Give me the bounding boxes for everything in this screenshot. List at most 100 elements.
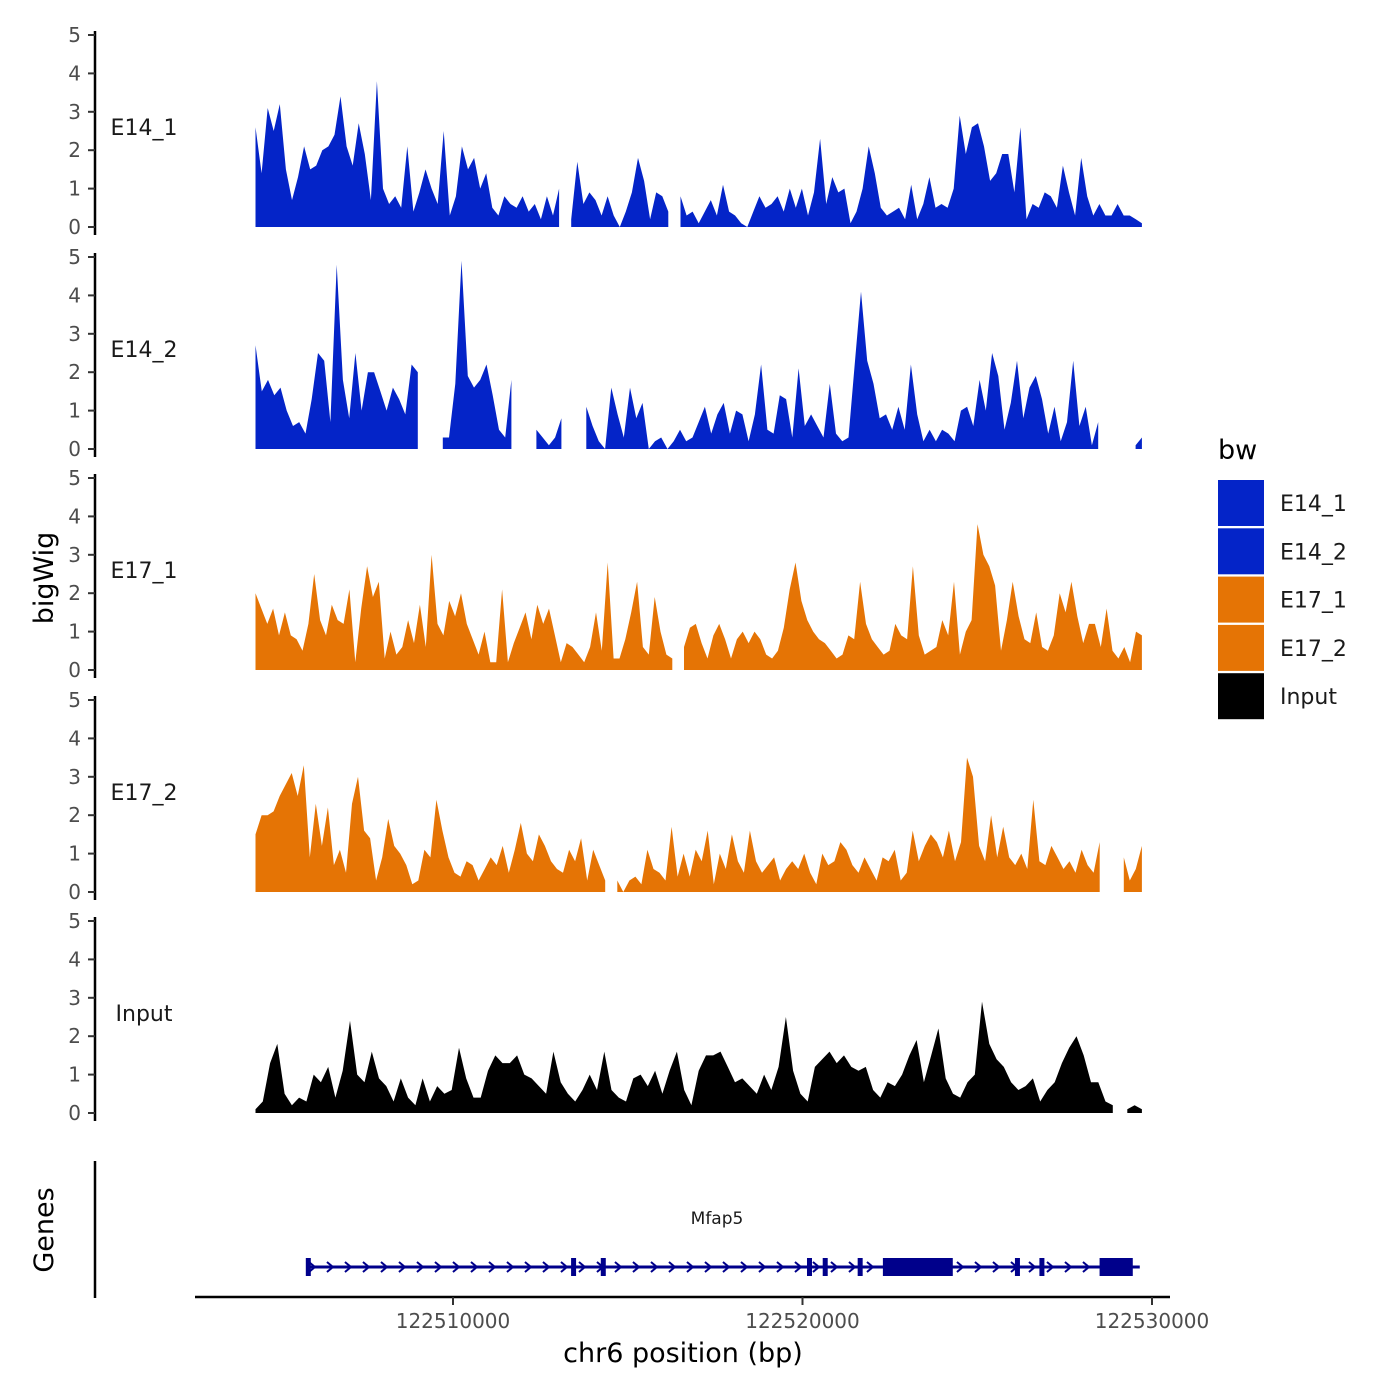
- legend-swatch: [1218, 624, 1264, 671]
- legend-label: E14_2: [1280, 540, 1347, 565]
- gene-panel: [93, 1161, 1140, 1298]
- legend-item-e14_2: E14_2: [1218, 528, 1347, 575]
- legend-label: Input: [1280, 685, 1337, 710]
- coding-exon: [882, 1258, 953, 1276]
- track-label: E17_2: [111, 781, 178, 806]
- exon-mark: [600, 1258, 606, 1276]
- strand-arrow: [776, 1261, 785, 1273]
- track-Input: 0 1 2 3 4 5 Input: [68, 909, 1142, 1125]
- y-tick-label: 0: [68, 1101, 81, 1125]
- track-E17_2: 0 1 2 3 4 5 E17_2: [68, 688, 1142, 904]
- coverage-area: [255, 554, 673, 670]
- strand-arrow: [560, 1261, 569, 1273]
- strand-arrow: [758, 1261, 767, 1273]
- y-tick-label: 0: [68, 215, 81, 239]
- legend: E14_1 E14_2 E17_1 E17_2 Input: [1218, 480, 1347, 720]
- strand-arrow: [380, 1261, 389, 1273]
- y-tick-label: 2: [68, 803, 81, 827]
- track-label: E14_2: [111, 338, 178, 363]
- y-tick-label: 2: [68, 138, 81, 162]
- coverage-area: [255, 264, 418, 449]
- y-tick-label: 3: [68, 543, 81, 567]
- strand-arrow: [614, 1261, 623, 1273]
- coverage-area: [442, 260, 512, 449]
- strand-arrow: [578, 1261, 587, 1273]
- exon-mark: [1039, 1258, 1045, 1276]
- strand-arrow: [740, 1261, 749, 1273]
- strand-arrow: [470, 1261, 479, 1273]
- strand-arrow: [308, 1261, 317, 1273]
- y-tick-label: 5: [68, 245, 81, 269]
- y-tick-label: 5: [68, 23, 81, 47]
- legend-item-e17_1: E17_1: [1218, 576, 1347, 623]
- legend-label: E17_1: [1280, 589, 1347, 614]
- strand-arrow: [524, 1261, 533, 1273]
- track-E14_2: 0 1 2 3 4 5 E14_2: [68, 245, 1142, 461]
- legend-item-input: Input: [1218, 673, 1337, 720]
- strand-arrow: [830, 1261, 839, 1273]
- strand-arrow: [992, 1261, 1001, 1273]
- x-tick-label: 122510000: [396, 1309, 511, 1333]
- legend-label: E17_2: [1280, 637, 1347, 662]
- strand-arrow: [812, 1261, 821, 1273]
- strand-arrow: [1064, 1261, 1073, 1273]
- strand-arrow: [974, 1261, 983, 1273]
- y-tick-label: 0: [68, 658, 81, 682]
- coverage-area: [536, 418, 562, 449]
- y-tick-label: 5: [68, 909, 81, 933]
- strand-arrow: [1082, 1261, 1091, 1273]
- track-label: E17_1: [111, 559, 178, 584]
- coverage-area: [586, 291, 1099, 449]
- track-label: Input: [116, 1002, 173, 1027]
- legend-item-e14_1: E14_1: [1218, 480, 1347, 526]
- legend-swatch: [1218, 528, 1264, 575]
- x-tick-label: 122530000: [1095, 1309, 1210, 1333]
- legend-label: E14_1: [1280, 492, 1347, 517]
- x-axis: 122510000 122520000 122530000: [195, 1295, 1210, 1333]
- strand-arrow: [686, 1261, 695, 1273]
- strand-arrow: [398, 1261, 407, 1273]
- exon-mark: [1014, 1258, 1020, 1276]
- coverage-tracks: 0 1 2 3 4 5 E14_1 0 1 2 3 4 5 E14_2 0 1 2 3 4 5 E17_1 0 1 2 3 4 5 E…: [68, 23, 1142, 1125]
- strand-arrow: [326, 1261, 335, 1273]
- y-tick-label: 0: [68, 880, 81, 904]
- y-tick-label: 1: [68, 399, 81, 423]
- strand-arrow: [794, 1261, 803, 1273]
- strand-arrow: [650, 1261, 659, 1273]
- coverage-area: [255, 81, 560, 227]
- y-tick-label: 4: [68, 947, 81, 971]
- y-tick-label: 2: [68, 581, 81, 605]
- coding-exon: [1099, 1258, 1133, 1276]
- y-tick-label: 3: [68, 322, 81, 346]
- strand-arrow: [488, 1261, 497, 1273]
- strand-arrow: [344, 1261, 353, 1273]
- strand-arrow: [956, 1261, 965, 1273]
- strand-arrow: [704, 1261, 713, 1273]
- coverage-area: [1135, 437, 1142, 449]
- y-tick-label: 3: [68, 100, 81, 124]
- y-tick-label: 1: [68, 842, 81, 866]
- strand-arrow: [722, 1261, 731, 1273]
- y-tick-label: 1: [68, 620, 81, 644]
- strand-arrow: [452, 1261, 461, 1273]
- y-tick-label: 0: [68, 437, 81, 461]
- strand-arrow: [668, 1261, 677, 1273]
- strand-arrow: [1028, 1261, 1037, 1273]
- y-tick-label: 1: [68, 1063, 81, 1087]
- y-tick-label: 4: [68, 61, 81, 85]
- strand-arrow: [416, 1261, 425, 1273]
- legend-swatch: [1218, 480, 1264, 526]
- legend-swatch: [1218, 576, 1264, 623]
- coverage-area: [571, 157, 669, 227]
- y-tick-label: 4: [68, 504, 81, 528]
- coverage-area: [684, 524, 1142, 670]
- x-tick-label: 122520000: [745, 1309, 860, 1333]
- strand-arrow: [632, 1261, 641, 1273]
- legend-title: bw: [1218, 435, 1257, 466]
- strand-arrow: [434, 1261, 443, 1273]
- gene-name-label: Mfap5: [691, 1209, 744, 1229]
- track-label: E14_1: [111, 116, 178, 141]
- coverage-area: [255, 1001, 1113, 1113]
- strand-arrow: [542, 1261, 551, 1273]
- y-tick-label: 4: [68, 726, 81, 750]
